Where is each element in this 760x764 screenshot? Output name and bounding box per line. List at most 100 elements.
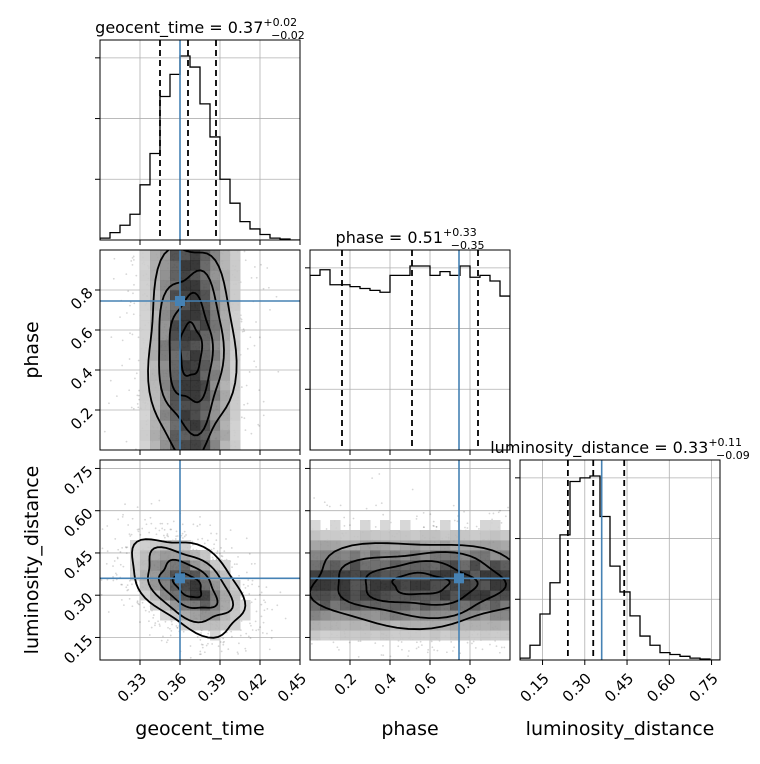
density-cell (370, 570, 381, 581)
density-cell (350, 530, 361, 541)
density-cell (490, 570, 501, 581)
density-cell (220, 410, 231, 421)
density-cell (440, 610, 451, 621)
scatter-point (233, 563, 236, 566)
density-cell (210, 380, 221, 391)
density-cell (390, 610, 401, 621)
density-cell (480, 530, 491, 541)
density-cell (410, 600, 421, 611)
scatter-point (250, 601, 253, 604)
density-cell (230, 440, 241, 450)
scatter-point (125, 586, 128, 589)
density-cell (220, 440, 231, 450)
scatter-point (136, 528, 139, 531)
density-cell (200, 360, 211, 371)
scatter-point (238, 574, 240, 577)
density-cell (170, 540, 181, 551)
density-cell (310, 600, 321, 611)
density-cell (470, 540, 481, 551)
density-cell (170, 430, 181, 441)
density-cell (170, 560, 181, 571)
scatter-point (172, 520, 175, 523)
y-tick-label: 0.8 (67, 284, 97, 314)
scatter-point (220, 546, 222, 549)
scatter-point (244, 650, 247, 652)
scatter-point (376, 663, 378, 665)
density-cell (190, 610, 201, 621)
density-cell (470, 560, 481, 571)
panel-frame (519, 459, 721, 661)
scatter-point (504, 515, 507, 518)
density-cell (320, 570, 331, 581)
scatter-point (236, 651, 239, 654)
density-cell (330, 540, 341, 551)
scatter-point (259, 626, 262, 629)
scatter-point (408, 650, 410, 652)
scatter-point (258, 389, 261, 392)
density-cell (170, 340, 181, 351)
scatter-point (211, 643, 214, 645)
scatter-point (255, 321, 257, 323)
scatter-point (443, 678, 445, 680)
density-cell (480, 610, 491, 621)
density-cell (500, 560, 510, 571)
density-cell (140, 360, 151, 371)
scatter-point (257, 423, 260, 426)
panel-background (310, 250, 510, 450)
scatter-point (380, 502, 383, 505)
scatter-point (374, 526, 377, 528)
scatter-point (150, 626, 153, 629)
scatter-point (499, 509, 501, 512)
scatter-point (244, 587, 247, 589)
contour-line (147, 250, 238, 450)
scatter-point (121, 546, 124, 549)
scatter-point (90, 506, 92, 508)
scatter-point (229, 666, 231, 668)
y-tick-label: 0.15 (60, 631, 96, 667)
density-cell (210, 310, 221, 321)
scatter-point (137, 394, 140, 397)
scatter-point (199, 516, 201, 518)
density-cell (210, 580, 221, 591)
density-cell (230, 290, 241, 301)
scatter-point (125, 273, 128, 275)
scatter-point (162, 635, 164, 638)
density-cell (370, 630, 381, 641)
scatter-point (255, 276, 258, 279)
panel-frame (309, 249, 511, 451)
density-cell (210, 260, 221, 271)
density-cell (380, 590, 391, 601)
scatter-point (174, 538, 177, 540)
density-cell (200, 380, 211, 391)
scatter-point (343, 516, 346, 519)
y-axis-label-luminosity_distance: luminosity_distance (21, 466, 43, 655)
scatter-point (382, 644, 384, 647)
histogram-title-phase: phase = 0.51+0.33 −0.35 (336, 226, 485, 252)
scatter-point (90, 589, 92, 591)
scatter-point (262, 400, 265, 403)
density-cell (220, 560, 231, 571)
density-cell (190, 350, 201, 361)
scatter-point (223, 640, 226, 643)
density-cell (140, 350, 151, 361)
density-cell (150, 260, 161, 271)
scatter-point (131, 605, 134, 608)
density-cell (330, 610, 341, 621)
scatter-point (196, 636, 199, 638)
density-cell (170, 250, 181, 261)
density-cell (220, 590, 231, 601)
density-cell (200, 320, 211, 331)
scatter-point (127, 524, 130, 526)
density-cell (380, 600, 391, 611)
scatter-point (150, 522, 153, 525)
density-cell (210, 390, 221, 401)
density-cell (420, 530, 431, 541)
density-cell (150, 370, 161, 381)
scatter-point (230, 547, 233, 549)
scatter-point (200, 643, 203, 646)
density-cell (150, 440, 161, 450)
scatter-point (230, 630, 233, 633)
density-cell (360, 530, 371, 541)
density-cell (180, 410, 191, 421)
scatter-point (122, 604, 125, 607)
